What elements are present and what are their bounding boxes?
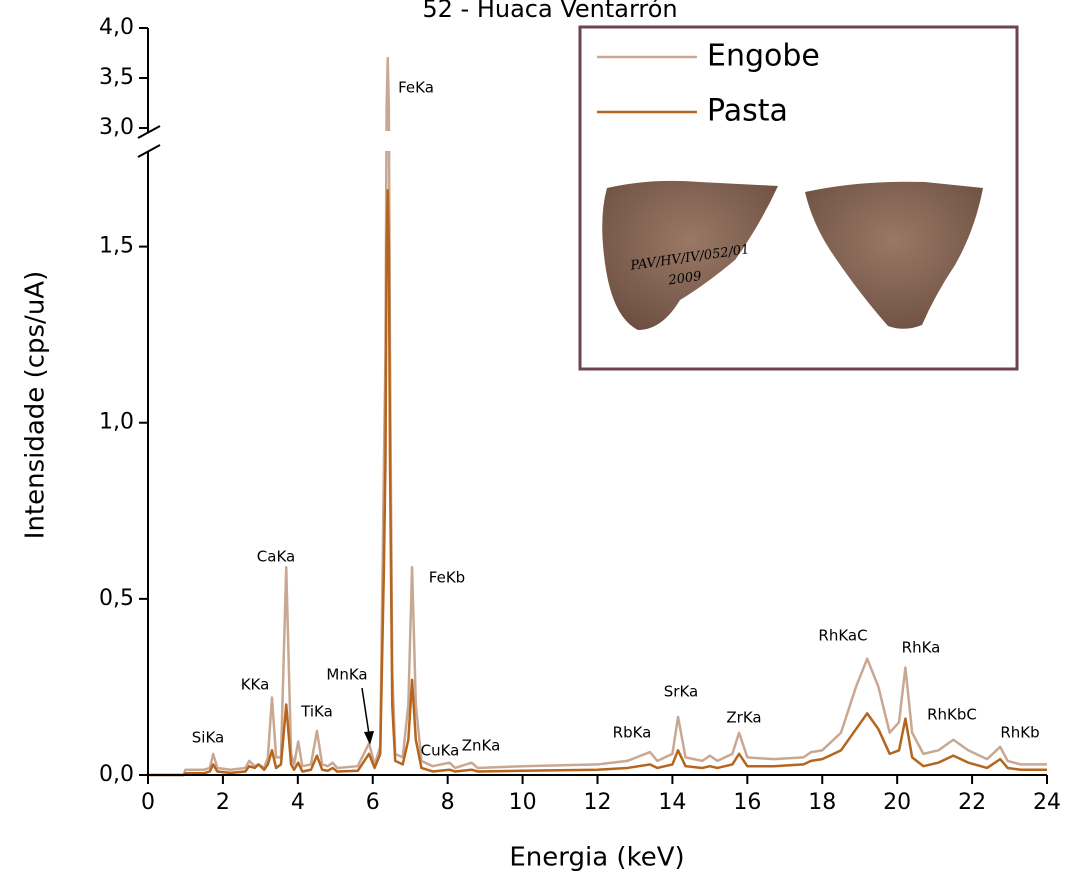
peak-label: CaKa xyxy=(257,548,295,566)
legend-label: Engobe xyxy=(707,39,820,74)
x-tick-label: 20 xyxy=(883,790,911,815)
x-tick-label: 14 xyxy=(658,790,686,815)
annotation-arrow xyxy=(361,687,370,735)
peak-label: KKa xyxy=(241,676,270,694)
y-tick-label: 3,5 xyxy=(99,65,134,90)
inset-photo xyxy=(602,180,983,330)
x-tick-label: 18 xyxy=(808,790,836,815)
plot-lines xyxy=(148,56,1047,777)
series-line xyxy=(148,188,1047,777)
y-tick-label: 3,0 xyxy=(99,115,134,140)
y-tick-label: 1,5 xyxy=(99,234,134,259)
peak-label: CuKa xyxy=(421,742,460,760)
peak-label: MnKa xyxy=(326,666,367,684)
photo-inscription: 2009 xyxy=(667,269,703,289)
peak-label: RhKb xyxy=(1000,724,1039,742)
x-tick-label: 22 xyxy=(958,790,986,815)
y-tick-label: 1,0 xyxy=(99,410,134,435)
y-tick-label: 0,5 xyxy=(99,586,134,611)
peak-label: RhKa xyxy=(902,639,941,657)
chart-title: 52 - Huaca Ventarrón xyxy=(422,0,677,23)
axes: 0 2 4 6 8 10 12 14 16 18 20 22 240,00,51,01,53,03,54… xyxy=(99,15,1061,815)
axis-break-mark xyxy=(137,144,161,158)
peak-label: SiKa xyxy=(192,729,224,747)
x-tick-label: 2 xyxy=(216,790,230,815)
series-line xyxy=(148,56,1047,777)
legend-label: Pasta xyxy=(707,94,788,129)
sherd-back xyxy=(805,181,983,329)
x-tick-label: 0 xyxy=(141,790,155,815)
peak-label: RhKaC xyxy=(818,627,867,645)
x-tick-label: 8 xyxy=(441,790,455,815)
peak-label: ZnKa xyxy=(462,737,501,755)
annotation-arrowhead xyxy=(364,731,374,745)
peak-label: FeKb xyxy=(429,569,465,587)
y-tick-label: 0,0 xyxy=(99,762,134,787)
peak-label: RhKbC xyxy=(927,706,977,724)
x-tick-label: 4 xyxy=(291,790,305,815)
axis-break-mark xyxy=(137,125,161,139)
y-axis-label: Intensidade (cps/uA) xyxy=(21,271,51,539)
x-tick-label: 12 xyxy=(584,790,612,815)
peak-label: FeKa xyxy=(398,79,434,97)
x-tick-label: 24 xyxy=(1033,790,1061,815)
sherd-front xyxy=(602,180,778,330)
x-tick-label: 16 xyxy=(733,790,761,815)
peak-label: ZrKa xyxy=(726,709,761,727)
x-tick-label: 10 xyxy=(509,790,537,815)
x-tick-label: 6 xyxy=(366,790,380,815)
peak-label: SrKa xyxy=(664,683,698,701)
peak-label: RbKa xyxy=(613,724,652,742)
peak-label: TiKa xyxy=(300,703,333,721)
x-axis-label: Energia (keV) xyxy=(509,843,684,873)
y-tick-label: 4,0 xyxy=(99,15,134,40)
